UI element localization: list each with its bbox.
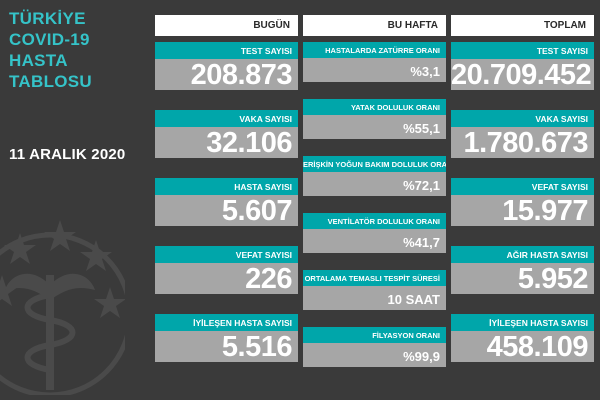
report-date: 11 ARALIK 2020 (9, 146, 126, 163)
today-card: HASTA SAYISI 5.607 (155, 178, 298, 227)
total-card: AĞIR HASTA SAYISI 5.952 (451, 246, 594, 295)
card-label: ERİŞKİN YOĞUN BAKIM DOLULUK ORANI (303, 156, 446, 172)
total-column: TOPLAM TEST SAYISI 20.709.452 VAKA SAYIS… (451, 15, 594, 363)
card-value: %72,1 (303, 172, 446, 196)
card-value: %55,1 (303, 115, 446, 139)
card-value: 32.106 (155, 127, 298, 159)
week-column: BU HAFTA HASTALARDA ZATÜRRE ORANI %3,1 Y… (303, 15, 446, 367)
card-label: İYİLEŞEN HASTA SAYISI (155, 314, 298, 331)
week-card: FİLYASYON ORANI %99,9 (303, 327, 446, 367)
card-label: VAKA SAYISI (155, 110, 298, 127)
week-header: BU HAFTA (303, 15, 446, 36)
page-title: TÜRKİYE COVID-19 HASTA TABLOSU (9, 8, 92, 92)
today-card: VEFAT SAYISI 226 (155, 246, 298, 295)
card-value: %99,9 (303, 343, 446, 367)
card-value: 5.952 (451, 263, 594, 295)
title-line: HASTA (9, 51, 68, 70)
card-value: 208.873 (155, 59, 298, 91)
card-value: 5.516 (155, 331, 298, 363)
week-card: VENTİLATÖR DOLULUK ORANI %41,7 (303, 213, 446, 253)
week-card: HASTALARDA ZATÜRRE ORANI %3,1 (303, 42, 446, 82)
card-label: VENTİLATÖR DOLULUK ORANI (303, 213, 446, 229)
card-value: 226 (155, 263, 298, 295)
card-value: 20.709.452 (451, 59, 594, 91)
card-value: %3,1 (303, 58, 446, 82)
card-label: VAKA SAYISI (451, 110, 594, 127)
card-label: ORTALAMA TEMASLI TESPİT SÜRESİ (303, 270, 446, 286)
card-label: VEFAT SAYISI (155, 246, 298, 263)
total-card: VAKA SAYISI 1.780.673 (451, 110, 594, 159)
today-column: BUGÜN TEST SAYISI 208.873 VAKA SAYISI 32… (155, 15, 298, 363)
card-label: TEST SAYISI (155, 42, 298, 59)
card-label: FİLYASYON ORANI (303, 327, 446, 343)
title-line: TABLOSU (9, 72, 92, 91)
today-card: İYİLEŞEN HASTA SAYISI 5.516 (155, 314, 298, 363)
card-value: 5.607 (155, 195, 298, 227)
ministry-emblem-icon (0, 220, 125, 395)
week-card: ORTALAMA TEMASLI TESPİT SÜRESİ 10 SAAT (303, 270, 446, 310)
title-line: TÜRKİYE (9, 9, 86, 28)
card-label: VEFAT SAYISI (451, 178, 594, 195)
total-header: TOPLAM (451, 15, 594, 36)
card-value: 10 SAAT (303, 286, 446, 310)
title-line: COVID-19 (9, 30, 90, 49)
total-card: İYİLEŞEN HASTA SAYISI 458.109 (451, 314, 594, 363)
card-label: HASTALARDA ZATÜRRE ORANI (303, 42, 446, 58)
today-card: TEST SAYISI 208.873 (155, 42, 298, 91)
total-card: TEST SAYISI 20.709.452 (451, 42, 594, 91)
week-card: YATAK DOLULUK ORANI %55,1 (303, 99, 446, 139)
card-label: AĞIR HASTA SAYISI (451, 246, 594, 263)
card-value: %41,7 (303, 229, 446, 253)
card-value: 1.780.673 (451, 127, 594, 159)
card-label: TEST SAYISI (451, 42, 594, 59)
week-card: ERİŞKİN YOĞUN BAKIM DOLULUK ORANI %72,1 (303, 156, 446, 196)
card-value: 15.977 (451, 195, 594, 227)
today-card: VAKA SAYISI 32.106 (155, 110, 298, 159)
total-card: VEFAT SAYISI 15.977 (451, 178, 594, 227)
today-header: BUGÜN (155, 15, 298, 36)
card-label: HASTA SAYISI (155, 178, 298, 195)
card-label: İYİLEŞEN HASTA SAYISI (451, 314, 594, 331)
card-label: YATAK DOLULUK ORANI (303, 99, 446, 115)
card-value: 458.109 (451, 331, 594, 363)
